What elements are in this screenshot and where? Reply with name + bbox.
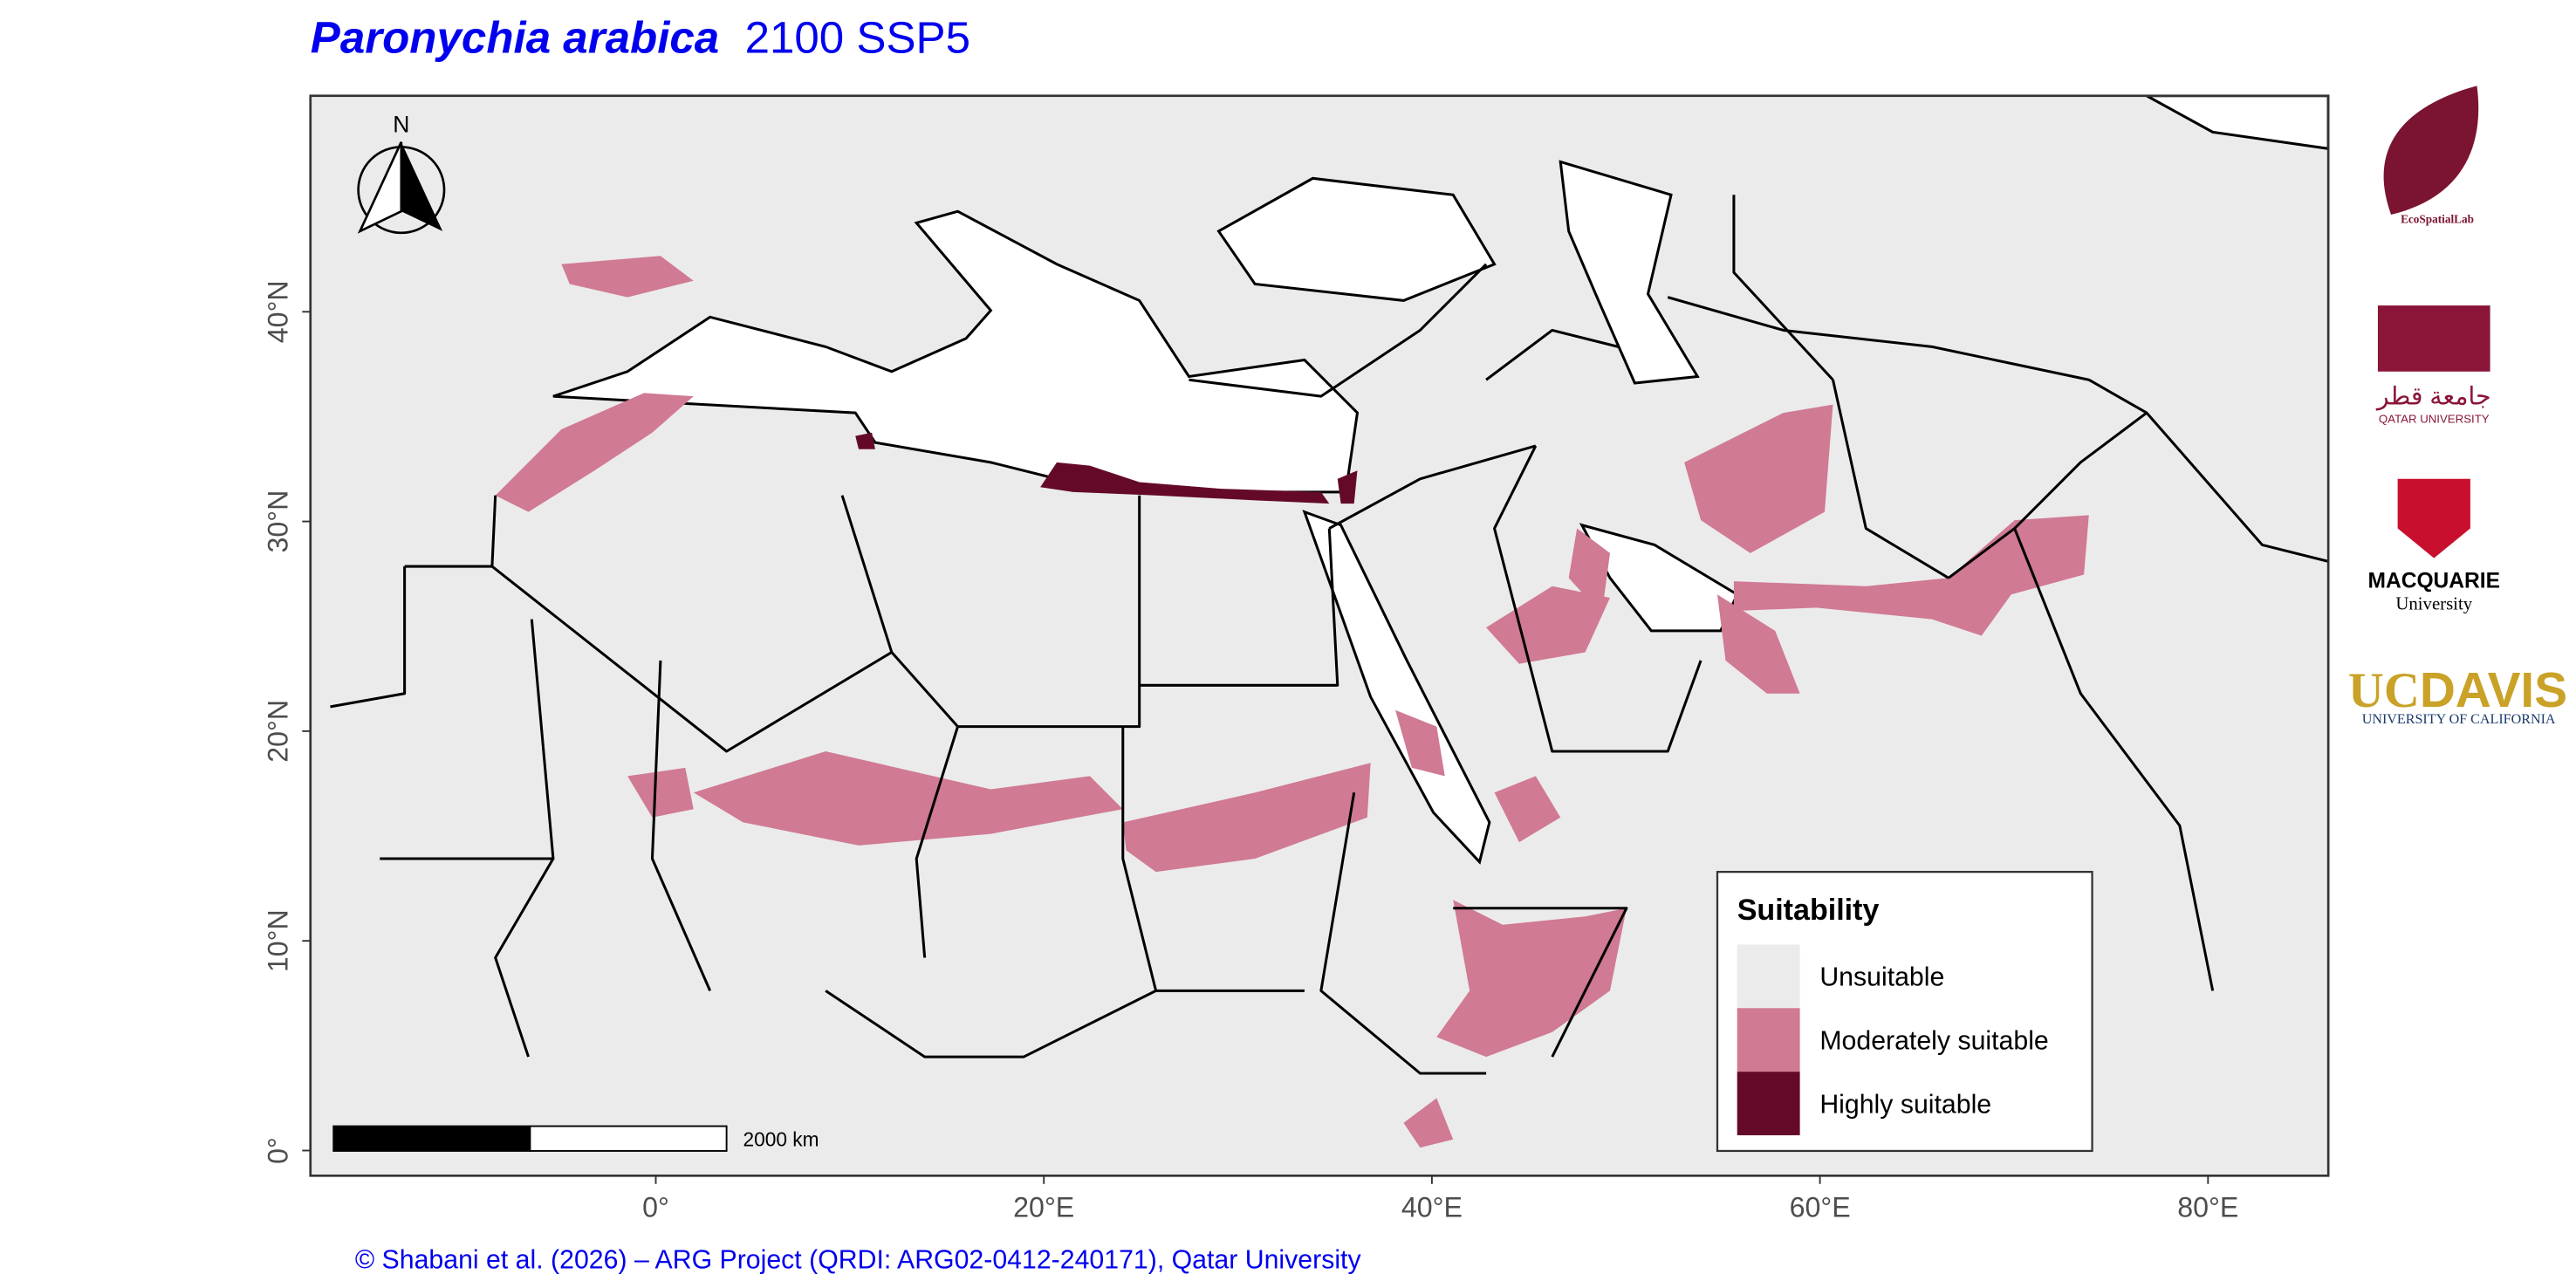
panel-frame (309, 94, 2330, 1177)
y-tick-label: 0° (262, 1137, 293, 1164)
seas (552, 95, 2329, 865)
qatar-english: QATAR UNIVERSITY (2379, 412, 2490, 425)
map-panel: N 2000 km Suitability Unsuitable Moderate… (310, 95, 2329, 1176)
y-tick-label: 30°N (262, 490, 293, 553)
legend-swatch (1737, 944, 1800, 1009)
species-name: Paronychia arabica (311, 13, 719, 63)
ucdavis-logo: UCDAVIS (2348, 663, 2567, 718)
legend-label: Moderately suitable (1819, 1027, 2048, 1056)
y-tick-label: 40°N (262, 280, 293, 343)
scale-label: 2000 km (743, 1127, 819, 1150)
legend: Suitability Unsuitable Moderately suitabl… (1716, 871, 2093, 1153)
x-tick-label: 0° (642, 1192, 669, 1223)
legend-title: Suitability (1737, 894, 1880, 927)
qatar-emblem (2377, 305, 2490, 372)
x-tick-label: 20°E (1013, 1192, 1074, 1223)
y-tick-label: 10°N (262, 909, 293, 972)
qatar-arabic: جامعة قطر (2375, 383, 2491, 411)
ecospatial-text: EcoSpatialLab (2401, 212, 2474, 225)
caspian (1559, 160, 1700, 385)
high-regions (855, 432, 1358, 504)
logos: EcoSpatialLab جامعة قطر QATAR UNIVERSITY… (2348, 86, 2567, 727)
caption: © Shabani et al. (2026) – ARG Project (Q… (355, 1245, 1362, 1274)
moderate-regions (495, 256, 2089, 1148)
y-tick-label: 20°N (262, 700, 293, 763)
ucdavis-sub: UNIVERSITY OF CALIFORNIA (2362, 712, 2556, 727)
ucdavis-davis: DAVIS (2420, 663, 2567, 718)
borders (330, 195, 2329, 1075)
legend-swatch (1737, 1008, 1800, 1072)
scenario: 2100 SSP5 (745, 13, 970, 63)
macquarie-sub: University (2395, 593, 2472, 613)
scale-bar: 2000 km (332, 1125, 819, 1152)
x-tick-label: 80°E (2177, 1192, 2238, 1223)
legend-label: Unsuitable (1819, 963, 1944, 992)
ucdavis-uc: UC (2348, 663, 2420, 718)
macquarie-shield (2397, 478, 2470, 558)
x-tick-label: 40°E (1401, 1192, 1463, 1223)
ecospatial-leaf (2383, 86, 2479, 216)
title: Paronychia arabica 2100 SSP5 (311, 13, 970, 63)
macquarie-name: MACQUARIE (2367, 570, 2500, 593)
mediterranean (552, 209, 1360, 494)
legend-swatch (1737, 1072, 1800, 1135)
legend-label: Highly suitable (1819, 1090, 1991, 1119)
persian-gulf (1579, 523, 1739, 633)
x-tick-label: 60°E (1790, 1192, 1851, 1223)
north-ocean (2146, 95, 2329, 150)
north-label: N (393, 111, 409, 137)
black-sea (1216, 176, 1497, 302)
